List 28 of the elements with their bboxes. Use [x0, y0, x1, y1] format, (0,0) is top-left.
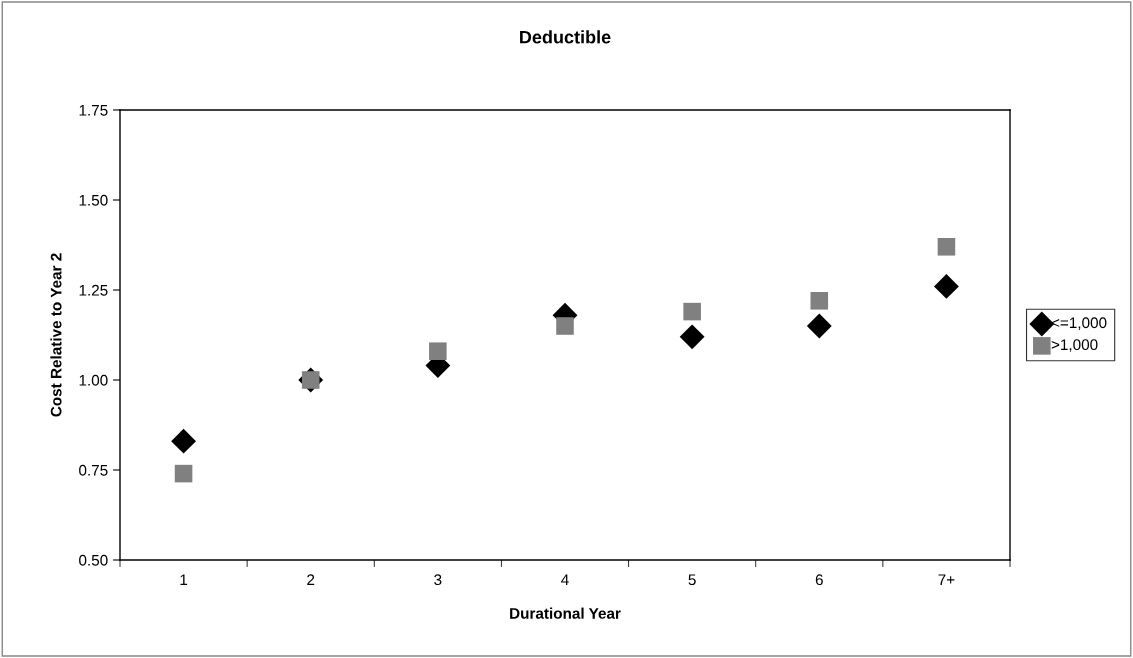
y-tick-label: 0.75 — [79, 464, 108, 476]
x-tick-label: 2 — [307, 574, 315, 585]
point — [171, 428, 196, 454]
point — [806, 313, 832, 339]
point — [429, 342, 447, 360]
y-tick-label: 1.25 — [79, 284, 108, 296]
point — [679, 324, 705, 350]
y-tick-label: 0.50 — [79, 554, 108, 566]
y-axis-title: Cost Relative to Year 2 — [50, 253, 62, 417]
point — [937, 238, 956, 256]
point — [934, 273, 959, 299]
chart-title: Deductible — [520, 30, 611, 44]
x-tick-label: 1 — [180, 574, 188, 585]
x-axis-title: Durational Year — [510, 607, 621, 619]
legend-label: >1,000 — [1051, 339, 1098, 352]
x-tick-label: 4 — [561, 574, 569, 585]
point — [683, 302, 701, 321]
x-tick-label: 7+ — [938, 574, 955, 585]
y-tick-label: 1.00 — [79, 374, 108, 386]
x-tick-label: 5 — [688, 574, 696, 586]
point — [174, 464, 193, 483]
x-tick-label: 3 — [434, 574, 442, 586]
point — [810, 292, 829, 310]
y-tick-label: 1.50 — [79, 194, 108, 206]
y-tick-label: 1.75 — [79, 105, 108, 116]
point — [556, 317, 574, 335]
x-tick-label: 6 — [815, 574, 823, 586]
legend-label: <=1,000 — [1051, 317, 1107, 330]
